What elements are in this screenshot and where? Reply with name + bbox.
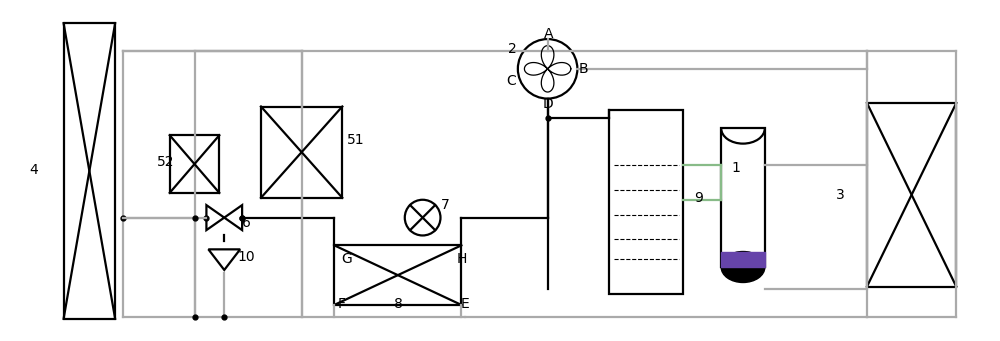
Text: 2: 2 [508,42,516,56]
Bar [609,110,683,294]
Text: 4: 4 [29,163,38,177]
Bar [721,252,765,267]
Text: B: B [579,62,588,76]
Text: 6: 6 [242,216,251,229]
Text: 10: 10 [237,250,255,264]
Bar [721,128,765,267]
Text: G: G [341,252,352,266]
Text: 9: 9 [694,191,703,205]
Text: 52: 52 [157,155,174,169]
Text: 7: 7 [441,198,450,212]
Text: C: C [506,74,516,88]
Text: E: E [461,297,470,311]
Text: 1: 1 [732,161,740,175]
Text: D: D [542,97,553,110]
Text: 8: 8 [394,297,403,311]
Text: H: H [457,252,467,266]
Text: 3: 3 [836,188,845,202]
Text: F: F [337,297,345,311]
Text: 51: 51 [347,133,365,147]
Text: A: A [544,27,553,41]
Ellipse shape [721,252,765,282]
